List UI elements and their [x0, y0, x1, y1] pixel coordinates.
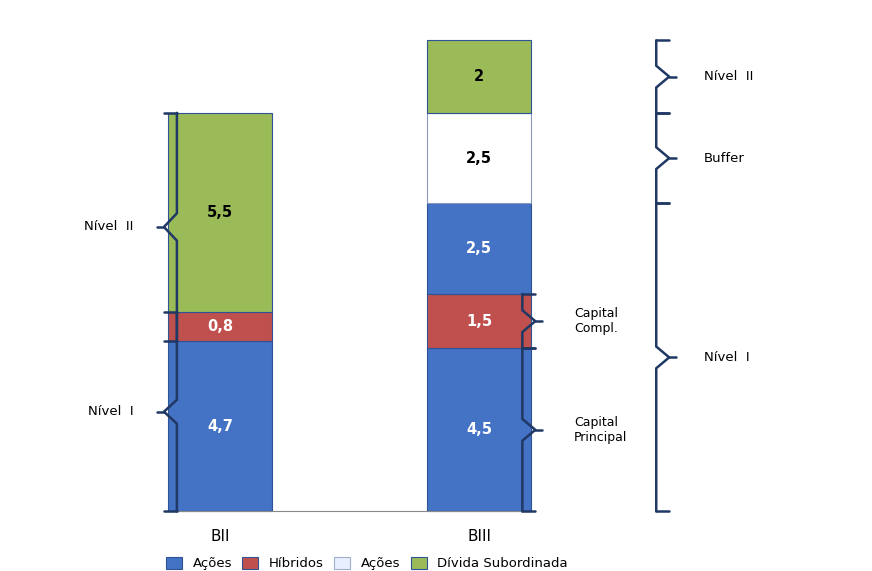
Text: 2,5: 2,5	[467, 241, 492, 256]
Bar	[427, 113, 531, 203]
Text: Nível  II: Nível II	[704, 70, 753, 83]
Text: Nível  I: Nível I	[88, 405, 133, 418]
Bar	[427, 203, 531, 294]
Text: 0,8: 0,8	[207, 319, 233, 334]
Text: BIII: BIII	[467, 529, 491, 545]
Text: Nível  I: Nível I	[704, 351, 749, 364]
Text: Capital
Compl.: Capital Compl.	[574, 307, 618, 335]
Bar	[427, 348, 531, 512]
Text: BII: BII	[210, 529, 230, 545]
Text: 2: 2	[474, 69, 484, 84]
Text: 1,5: 1,5	[467, 313, 493, 329]
Bar	[168, 341, 272, 512]
Text: Nível  II: Nível II	[85, 220, 133, 234]
Text: Capital
Principal: Capital Principal	[574, 416, 628, 444]
Text: 4,5: 4,5	[467, 423, 492, 437]
Text: 4,7: 4,7	[208, 419, 233, 434]
Text: 5,5: 5,5	[207, 205, 233, 220]
Bar	[427, 294, 531, 348]
Text: 2,5: 2,5	[467, 151, 492, 166]
Legend: Ações, Híbridos, Ações, Dívida Subordinada: Ações, Híbridos, Ações, Dívida Subordina…	[160, 552, 573, 571]
Text: Buffer: Buffer	[704, 152, 745, 164]
Bar	[168, 312, 272, 341]
Bar	[168, 113, 272, 312]
Bar	[427, 41, 531, 113]
